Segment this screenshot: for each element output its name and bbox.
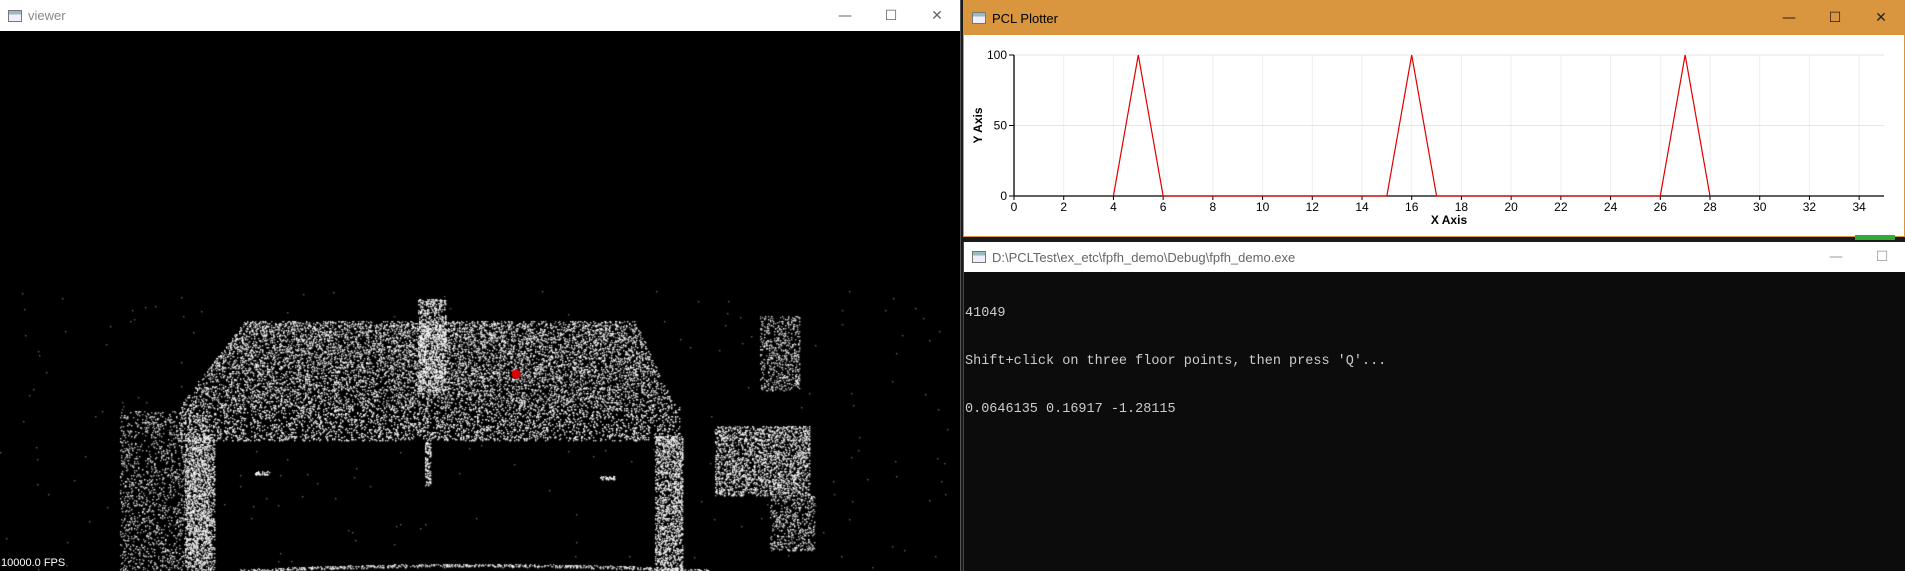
maximize-button[interactable]: ☐ [1875,249,1889,265]
plotter-window: PCL Plotter — ☐ ✕ 0 2 4 6 8 10 12 14 16 18 20 22 24 2… [963,0,1905,237]
console-line: 41049 [965,306,1006,321]
x-tick-label: 30 [1753,200,1767,214]
minimize-button[interactable]: — [838,7,852,24]
x-tick-label: 32 [1803,200,1817,214]
point-cloud-canvas[interactable] [0,31,960,571]
x-tick-label: 20 [1504,200,1518,214]
taskbar-strip [1855,235,1895,240]
y-tick-label: 50 [994,119,1008,133]
app-icon [8,9,22,22]
x-tick-label: 28 [1703,200,1717,214]
window-title: D:\PCLTest\ex_etc\fpfh_demo\Debug\fpfh_d… [992,249,1296,265]
y-tick-label: 0 [1000,189,1007,203]
console-titlebar[interactable]: D:\PCLTest\ex_etc\fpfh_demo\Debug\fpfh_d… [964,242,1905,272]
close-button[interactable]: ✕ [931,7,943,24]
maximize-button[interactable]: ☐ [884,7,898,24]
window-title: PCL Plotter [992,10,1058,26]
app-icon [972,251,986,263]
x-axis-label: X Axis [1431,213,1468,227]
x-tick-label: 26 [1654,200,1668,214]
x-tick-label: 0 [1011,200,1018,214]
console-line: 0.0646135 0.16917 -1.28115 [965,402,1176,417]
x-tick-label: 14 [1355,200,1369,214]
minimize-button[interactable]: — [1782,10,1796,26]
x-tick-label: 16 [1405,200,1419,214]
console-output[interactable]: 41049 Shift+click on three floor points,… [964,272,1905,571]
minimize-button[interactable]: — [1829,249,1843,265]
viewer-window: viewer — ☐ ✕ 10000.0 FPS [0,0,961,571]
close-button[interactable]: ✕ [1875,10,1887,26]
fps-counter: 10000.0 FPS [1,557,66,569]
console-window: D:\PCLTest\ex_etc\fpfh_demo\Debug\fpfh_d… [963,242,1905,571]
y-axis-label: Y Axis [971,107,985,143]
y-tick-label: 100 [987,48,1007,62]
x-tick-label: 24 [1604,200,1618,214]
x-tick-label: 2 [1060,200,1067,214]
viewer-titlebar[interactable]: viewer — ☐ ✕ [0,0,960,31]
x-tick-label: 4 [1110,200,1117,214]
x-tick-label: 8 [1210,200,1217,214]
x-tick-label: 10 [1256,200,1270,214]
window-title: viewer [28,8,66,23]
x-tick-label: 34 [1852,200,1866,214]
plotter-titlebar[interactable]: PCL Plotter — ☐ ✕ [964,1,1904,35]
maximize-button[interactable]: ☐ [1828,10,1842,26]
x-tick-label: 18 [1455,200,1469,214]
x-tick-label: 22 [1554,200,1568,214]
console-line: Shift+click on three floor points, then … [965,354,1387,369]
series-line [1112,54,1711,197]
x-tick-label: 12 [1306,200,1320,214]
app-icon [972,12,986,24]
x-tick-label: 6 [1160,200,1167,214]
